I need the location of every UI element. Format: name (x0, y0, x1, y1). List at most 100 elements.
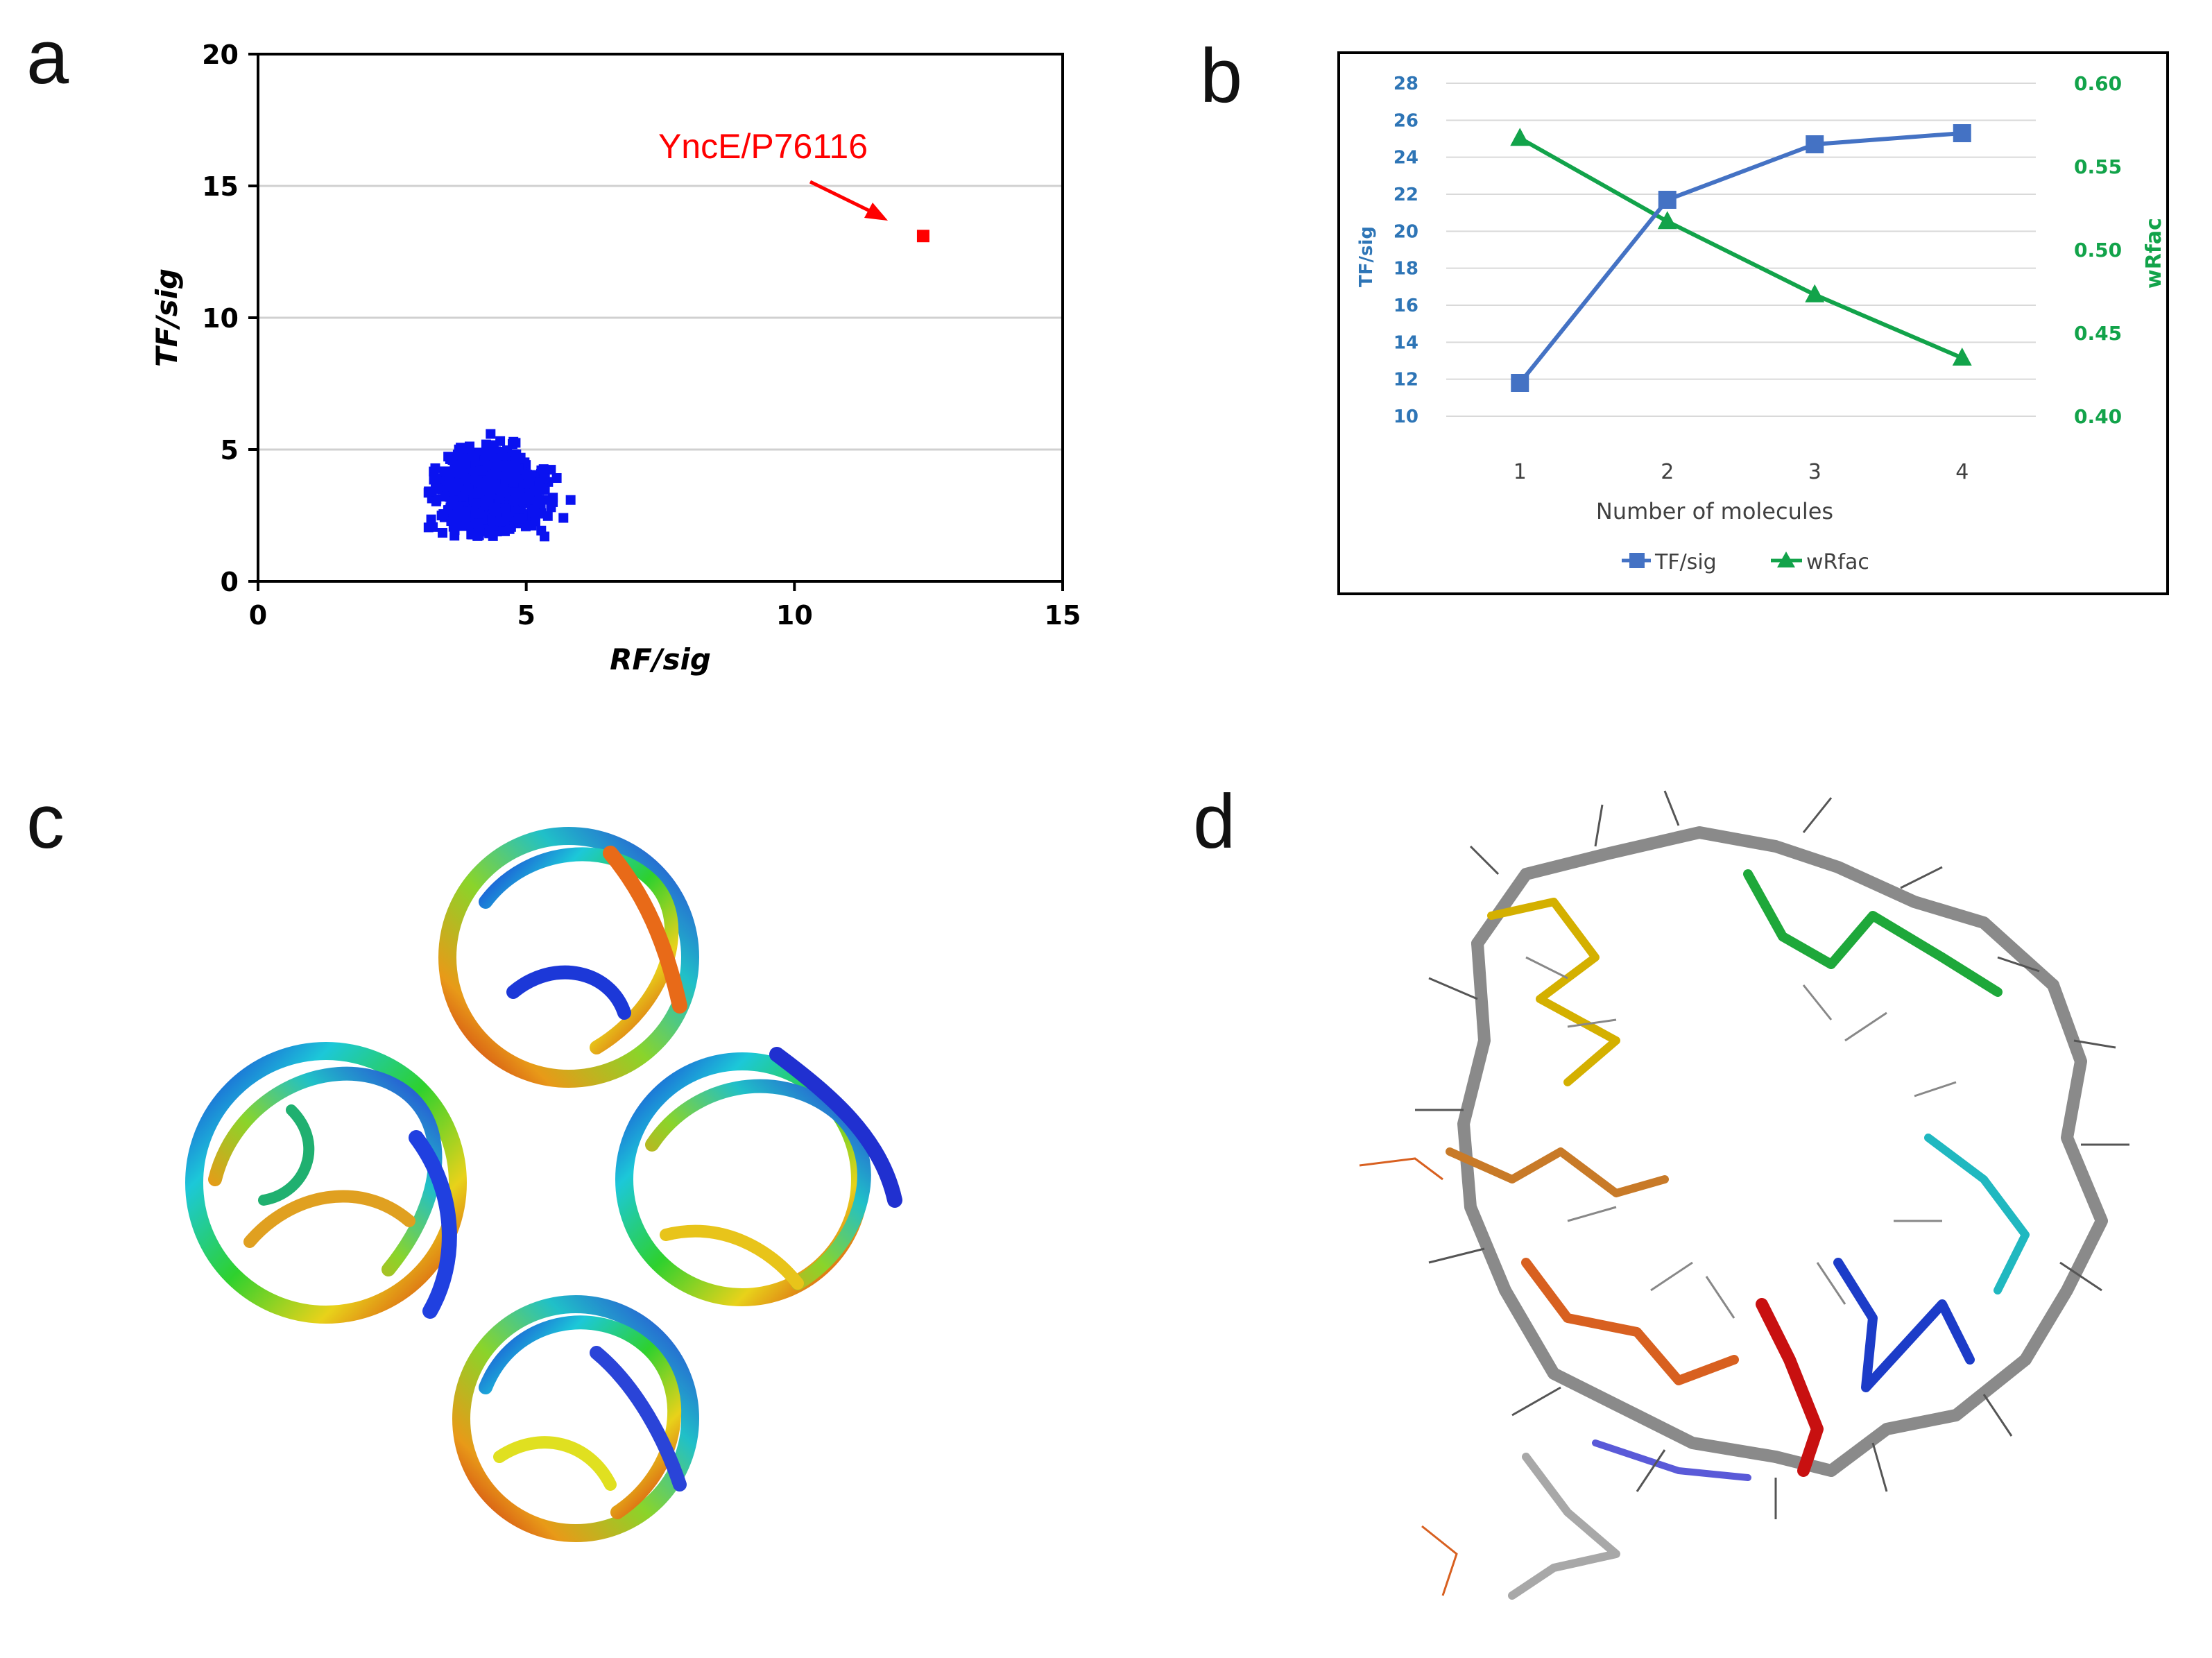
chart-a-point (454, 444, 464, 454)
chart-b-tfsig-point (1806, 135, 1824, 153)
chart-a-point (423, 522, 434, 533)
chart-b-wrfac-point (1510, 128, 1530, 146)
chart-a-point (548, 497, 558, 507)
chart-a-annotation-label: YncE/P76116 (658, 127, 868, 166)
chart-a-point (501, 460, 511, 470)
chart-a-point (473, 518, 483, 529)
chart-b-border (1337, 51, 2169, 595)
chart-a-x-tick-label: 15 (1045, 600, 1081, 631)
chart-b-tick-labels: 101214161820222426280.400.450.500.550.60… (1394, 72, 2122, 484)
chart-a-point (480, 497, 490, 507)
legend-wrfac-label: wRfac (1806, 550, 1869, 574)
chart-b-left-tick-label: 26 (1394, 110, 1418, 131)
chart-a-point (486, 489, 496, 499)
chart-b-left-tick-label: 12 (1394, 370, 1418, 391)
panel-label-b: b (1200, 33, 1243, 119)
legend-tfsig-label: TF/sig (1654, 550, 1717, 574)
chart-b-x-tick-label: 4 (1955, 460, 1969, 484)
chart-b-left-tick-label: 18 (1394, 259, 1418, 280)
chart-b-left-tick-label: 14 (1394, 332, 1418, 353)
protein-subunit-left (185, 1042, 467, 1324)
chart-a-point (438, 509, 449, 520)
chart-b-wrfac-point (1805, 284, 1825, 302)
chart-b-series-wrfac-line (1518, 136, 1963, 360)
chart-a-point (431, 479, 441, 489)
chart-a-y-tick-label: 10 (202, 303, 239, 334)
chart-b-left-tick-label: 20 (1394, 221, 1418, 242)
chart-b-gridlines (1446, 83, 2036, 417)
chart-b-left-tick-label: 10 (1394, 407, 1418, 427)
chart-a-point (504, 524, 515, 534)
chart-a-point (526, 520, 537, 531)
panel-label-d: d (1193, 779, 1236, 864)
chart-a-point (495, 516, 506, 527)
chart-a-point (437, 527, 447, 538)
chart-b-right-tick-label: 0.40 (2074, 405, 2122, 428)
legend-tfsig-marker (1629, 553, 1645, 568)
chart-b-series-tfsig-line (1518, 131, 1962, 384)
chart-a-point (465, 441, 475, 452)
chart-a-point (449, 525, 460, 536)
chart-b-tfsig-point (1658, 191, 1677, 209)
chart-a-point (529, 504, 540, 515)
chart-a-point (551, 473, 562, 484)
chart-a-y-axis-label: TF/sig (150, 268, 184, 367)
chart-a-point (492, 507, 502, 518)
chart-a-point (565, 495, 576, 505)
chart-a-point-cluster (423, 429, 576, 542)
protein-subunit-top (438, 827, 699, 1088)
chart-b-x-axis-label: Number of molecules (1596, 498, 1833, 524)
chart-a-point (513, 513, 524, 524)
panel-label-c: c (26, 779, 65, 864)
chart-a-y-tick-label: 0 (221, 567, 239, 597)
chart-a-point (458, 491, 469, 502)
chart-a-point (488, 531, 498, 541)
chart-b-left-tick-label: 24 (1394, 148, 1418, 169)
chart-b-right-tick-label: 0.50 (2074, 239, 2122, 262)
chart-a-x-tick-label: 0 (249, 600, 267, 631)
chart-a-tick-labels: 0 5 10 15 20 0 5 10 15 (202, 40, 1081, 631)
chart-a-point (458, 453, 468, 463)
chart-a-point (461, 475, 471, 485)
chart-b-right-tick-label: 0.60 (2074, 72, 2122, 95)
chart-a-point (538, 464, 549, 475)
chart-a-point (492, 453, 502, 463)
protein-subunit-right (615, 1047, 902, 1306)
chart-a-point (473, 488, 483, 499)
chart-a-point (546, 465, 556, 475)
chart-b-left-tick-label: 28 (1394, 74, 1418, 94)
chart-a-annotation-arrowhead (864, 203, 888, 221)
chart-b-legend: TF/sig wRfac (1622, 550, 1869, 574)
chart-a-point (424, 486, 434, 497)
chart-b-tfsig-point (1511, 374, 1529, 392)
chart-a-point (523, 479, 533, 489)
chart-a-point (475, 465, 486, 476)
legend-wrfac-marker (1777, 552, 1795, 567)
chart-a-point (474, 508, 485, 519)
chart-a-x-tick-label: 10 (776, 600, 813, 631)
chart-b-series (1510, 124, 1972, 392)
chart-a-point (431, 496, 441, 506)
chart-a-point (495, 484, 505, 494)
chart-b-left-tick-label: 22 (1394, 185, 1418, 205)
chart-a-point (426, 514, 436, 524)
chart-a-y-tick-label: 20 (202, 40, 239, 70)
chart-a-point (486, 429, 496, 439)
chart-a-point (472, 531, 483, 541)
chart-b-left-tick-label: 16 (1394, 296, 1418, 316)
chart-a-y-tick-label: 5 (221, 435, 239, 465)
chart-a-point (558, 513, 569, 523)
chart-a-point (440, 466, 450, 477)
chart-a-point (508, 495, 519, 506)
protein-backbone-ring (1446, 826, 2108, 1600)
chart-a-point (540, 531, 550, 542)
chart-a-annotation-arrow (809, 180, 877, 216)
chart-b-right-tick-label: 0.55 (2074, 155, 2122, 178)
chart-a-point (467, 452, 477, 462)
chart-a-point (539, 473, 549, 484)
chart-a-point (506, 475, 516, 485)
chart-a-point (532, 496, 542, 506)
